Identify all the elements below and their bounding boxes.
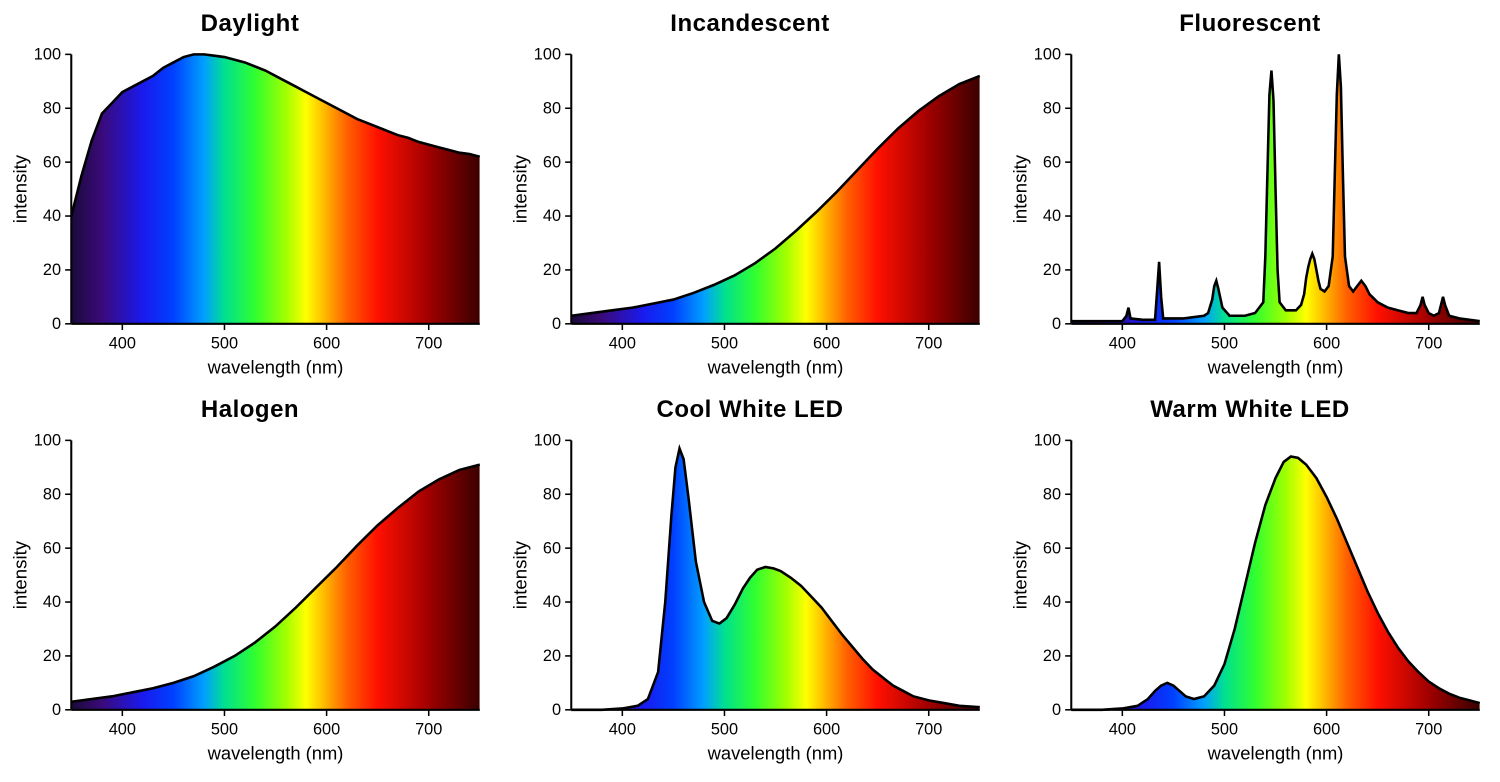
svg-text:80: 80	[1043, 485, 1061, 503]
svg-text:600: 600	[813, 721, 840, 739]
svg-text:20: 20	[543, 647, 561, 665]
svg-text:wavelength (nm): wavelength (nm)	[707, 356, 844, 377]
svg-text:intensity: intensity	[510, 154, 530, 223]
svg-text:80: 80	[43, 99, 61, 117]
svg-text:wavelength (nm): wavelength (nm)	[707, 742, 844, 763]
panel-title-halogen: Halogen	[201, 396, 299, 424]
svg-text:0: 0	[1052, 315, 1061, 333]
svg-text:600: 600	[813, 335, 840, 353]
svg-text:intensity: intensity	[10, 540, 30, 609]
svg-text:60: 60	[1043, 539, 1061, 557]
svg-text:intensity: intensity	[510, 540, 530, 609]
svg-text:80: 80	[543, 99, 561, 117]
svg-text:40: 40	[43, 593, 61, 611]
svg-text:wavelength (nm): wavelength (nm)	[1207, 356, 1344, 377]
svg-text:100: 100	[34, 431, 61, 449]
svg-text:400: 400	[609, 721, 636, 739]
svg-text:100: 100	[1034, 431, 1061, 449]
svg-text:400: 400	[1109, 335, 1136, 353]
svg-text:0: 0	[552, 315, 561, 333]
svg-text:0: 0	[552, 701, 561, 719]
svg-text:20: 20	[1043, 261, 1061, 279]
svg-text:600: 600	[313, 721, 340, 739]
svg-text:100: 100	[34, 45, 61, 63]
panel-title-daylight: Daylight	[201, 10, 300, 38]
svg-text:500: 500	[211, 721, 238, 739]
panel-title-fluorescent: Fluorescent	[1179, 10, 1321, 38]
svg-text:intensity: intensity	[10, 154, 30, 223]
svg-text:100: 100	[534, 431, 561, 449]
svg-text:80: 80	[43, 485, 61, 503]
svg-text:60: 60	[43, 153, 61, 171]
svg-text:400: 400	[109, 335, 136, 353]
svg-text:60: 60	[43, 539, 61, 557]
panel-incandescent: Incandescent 0 20 40 60 80 100 400 500 600 700 int…	[510, 10, 990, 386]
svg-text:700: 700	[1415, 335, 1442, 353]
svg-text:20: 20	[43, 647, 61, 665]
svg-text:600: 600	[1313, 721, 1340, 739]
svg-text:500: 500	[711, 721, 738, 739]
svg-text:20: 20	[1043, 647, 1061, 665]
panel-fluorescent: Fluorescent 0 20 40 60 80 100 400 500 600 700 inte…	[1010, 10, 1490, 386]
svg-text:100: 100	[1034, 45, 1061, 63]
svg-text:60: 60	[543, 539, 561, 557]
panel-cool-white-led: Cool White LED 0 20 40 60 80 100 400 500 600 700 i…	[510, 396, 990, 772]
svg-text:intensity: intensity	[1010, 540, 1030, 609]
svg-text:0: 0	[52, 315, 61, 333]
svg-text:600: 600	[313, 335, 340, 353]
chart-incandescent: 0 20 40 60 80 100 400 500 600 700 intensity wavelen…	[510, 44, 990, 386]
spectrum-grid: Daylight 020406080100400500600700intensi…	[10, 10, 1490, 772]
panel-title-warm-white-led: Warm White LED	[1150, 396, 1349, 424]
svg-text:500: 500	[211, 335, 238, 353]
svg-text:20: 20	[543, 261, 561, 279]
svg-text:80: 80	[543, 485, 561, 503]
svg-text:700: 700	[915, 335, 942, 353]
svg-text:100: 100	[534, 45, 561, 63]
svg-text:500: 500	[1211, 721, 1238, 739]
svg-text:wavelength (nm): wavelength (nm)	[207, 742, 344, 763]
panel-title-incandescent: Incandescent	[670, 10, 829, 38]
svg-text:600: 600	[1313, 335, 1340, 353]
svg-text:0: 0	[1052, 701, 1061, 719]
panel-title-cool-white-led: Cool White LED	[657, 396, 844, 424]
svg-text:400: 400	[109, 721, 136, 739]
svg-text:40: 40	[1043, 593, 1061, 611]
panel-halogen: Halogen 0 20 40 60 80 100 400 500 600 700 intensit…	[10, 396, 490, 772]
svg-text:wavelength (nm): wavelength (nm)	[1207, 742, 1344, 763]
svg-text:400: 400	[1109, 721, 1136, 739]
svg-text:700: 700	[1415, 721, 1442, 739]
svg-text:40: 40	[543, 593, 561, 611]
svg-text:wavelength (nm): wavelength (nm)	[207, 356, 344, 377]
chart-fluorescent: 0 20 40 60 80 100 400 500 600 700 intensity wavelen…	[1010, 44, 1490, 386]
svg-text:0: 0	[52, 701, 61, 719]
chart-cool-white-led: 0 20 40 60 80 100 400 500 600 700 intensity wavelen…	[510, 430, 990, 772]
chart-daylight: 0 20 40 60 80 100 400 500 600 700 intensity wavelen…	[10, 44, 490, 386]
panel-warm-white-led: Warm White LED 0 20 40 60 80 100 400 500 600 700 i…	[1010, 396, 1490, 772]
svg-text:40: 40	[543, 207, 561, 225]
svg-text:500: 500	[1211, 335, 1238, 353]
svg-text:40: 40	[1043, 207, 1061, 225]
svg-text:400: 400	[609, 335, 636, 353]
svg-text:40: 40	[43, 207, 61, 225]
svg-text:80: 80	[1043, 99, 1061, 117]
svg-text:500: 500	[711, 335, 738, 353]
svg-text:700: 700	[915, 721, 942, 739]
svg-text:20: 20	[43, 261, 61, 279]
panel-daylight: Daylight 0 20 40 60 80 100 400 500 600 700 intensi…	[10, 10, 490, 386]
svg-text:intensity: intensity	[1010, 154, 1030, 223]
svg-text:700: 700	[415, 721, 442, 739]
chart-halogen: 0 20 40 60 80 100 400 500 600 700 intensity wavelen…	[10, 430, 490, 772]
svg-text:700: 700	[415, 335, 442, 353]
svg-text:60: 60	[543, 153, 561, 171]
svg-text:60: 60	[1043, 153, 1061, 171]
chart-warm-white-led: 0 20 40 60 80 100 400 500 600 700 intensity wavelen…	[1010, 430, 1490, 772]
